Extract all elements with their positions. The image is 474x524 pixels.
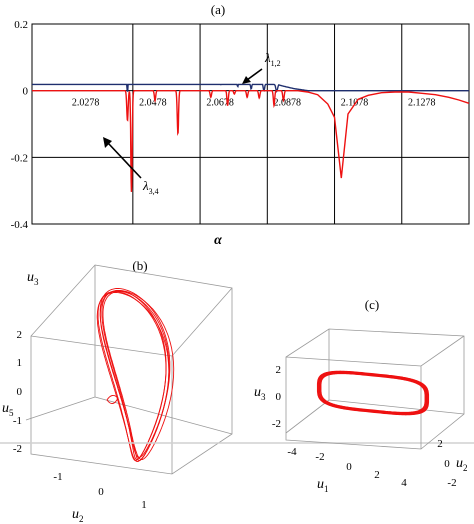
panel-a-x-tick-labels: 2.0278 2.0478 2.0678 2.0878 2.1078 2.1278 <box>72 98 436 109</box>
panel-c-orbit-loop <box>318 371 428 415</box>
annotation-lambda34: λ3,4 <box>142 178 159 196</box>
panel-c-axis-u1: u1 <box>317 477 329 494</box>
panel-b-dtick: -1 <box>53 471 62 483</box>
panel-c: (c) 2 0 -2 -4 -2 0 2 4 2 0 -2 u3 u1 <box>254 297 468 494</box>
annotation-arrowhead-lambda34 <box>103 137 112 148</box>
panel-b-orbit-loop <box>96 292 170 462</box>
panel-c-vtick: 2 <box>276 364 282 376</box>
panel-b-orbit-loop <box>99 288 171 458</box>
panel-a-xtick: 2.1278 <box>408 98 436 109</box>
panel-c-u2-ticks: 2 0 -2 <box>437 438 456 489</box>
panel-a-xtick: 2.0878 <box>274 98 302 109</box>
panel-c-u1tick: -2 <box>315 451 324 463</box>
panel-b-vtick: 0 <box>17 386 23 398</box>
panel-a-xtick: 2.0278 <box>72 98 100 109</box>
panel-b-axis-u2: u2 <box>72 507 84 524</box>
panel-c-orbit <box>316 370 430 416</box>
panel-b-orbit <box>96 288 175 462</box>
x-axis-label-alpha: α <box>214 233 222 248</box>
panel-a-ytick: 0.2 <box>14 19 28 31</box>
series-lambda12-line <box>32 83 469 93</box>
annotation-arrow-lambda34 <box>107 142 142 179</box>
annotation-lambda12: λ1,2 <box>264 50 281 68</box>
panel-a-ytick: -0.4 <box>11 219 29 231</box>
panel-a-gridlines <box>32 23 469 225</box>
panel-b-box-front <box>30 264 233 475</box>
panel-b-dtick: 0 <box>98 486 104 498</box>
panel-b-axis-u5: u5 <box>2 401 14 418</box>
panel-c-u1tick: 2 <box>374 469 380 481</box>
panel-a-y-tick-labels: 0.2 0 -0.2 -0.4 <box>11 19 29 231</box>
panel-c-label: (c) <box>365 297 379 312</box>
panel-a-series <box>32 83 470 192</box>
series-lambda34-tail <box>297 90 470 179</box>
panel-b-vertical-ticks: 2 1 0 -1 -2 <box>13 329 23 455</box>
panel-c-box-front <box>285 328 465 450</box>
panel-c-orbit-loop <box>316 370 430 416</box>
panel-c-u1-ticks: -4 -2 0 2 4 <box>287 446 407 489</box>
panel-a-ytick: -0.2 <box>11 152 28 164</box>
panel-b-depth-ticks: -1 0 1 <box>53 471 146 511</box>
annotation-arrowhead-lambda12 <box>242 76 251 84</box>
panel-c-u2tick: 2 <box>437 438 443 450</box>
panel-b-vtick: 2 <box>17 329 23 341</box>
panel-c-box-back <box>285 329 465 434</box>
panel-c-orbit-loop <box>317 371 429 415</box>
panel-c-u1tick: -4 <box>287 446 297 458</box>
panel-b-dtick: 1 <box>141 499 147 511</box>
panel-b-orbit-knot <box>106 395 119 404</box>
panel-c-axis-u2: u2 <box>456 456 468 473</box>
panel-c-u2tick: 0 <box>444 458 450 470</box>
panel-b-vtick: -2 <box>13 443 22 455</box>
panel-b-axis-u3: u3 <box>27 270 39 287</box>
panel-b-label: (b) <box>132 258 147 273</box>
panel-c-vtick: 0 <box>276 391 282 403</box>
panel-c-vertical-ticks: 2 0 -2 <box>272 364 282 430</box>
panel-c-u1tick: 4 <box>401 477 407 489</box>
annotation-arrow-lambda12 <box>246 68 263 81</box>
panel-c-u2tick: -2 <box>447 477 456 489</box>
panel-a-ytick: 0 <box>23 86 29 98</box>
panel-b-orbit-loop <box>97 291 167 461</box>
panel-b: (b) 2 1 0 -1 -2 -1 0 1 u3 u5 u2 <box>2 258 233 524</box>
panel-a-label: (a) <box>211 2 225 17</box>
panel-b-vtick: 1 <box>17 357 23 369</box>
panel-b-box-back <box>25 265 233 435</box>
panel-c-axis-u3: u3 <box>254 385 266 402</box>
panel-a-xtick: 2.0678 <box>206 98 234 109</box>
series-lambda34-line <box>32 90 298 192</box>
panel-c-vtick: -2 <box>272 418 281 430</box>
panel-b-orbit-loop <box>99 290 175 460</box>
panel-a-xtick: 2.0478 <box>139 98 167 109</box>
panel-c-u1tick: 0 <box>346 461 352 473</box>
panel-a: (a) 0.2 0 -0.2 -0.4 2.0278 2.0478 2.0678 2.087… <box>11 2 470 248</box>
panel-b-vtick: -1 <box>13 415 22 427</box>
panel-a-plot-frame <box>31 23 470 225</box>
panel-a-xtick: 2.1078 <box>341 98 369 109</box>
